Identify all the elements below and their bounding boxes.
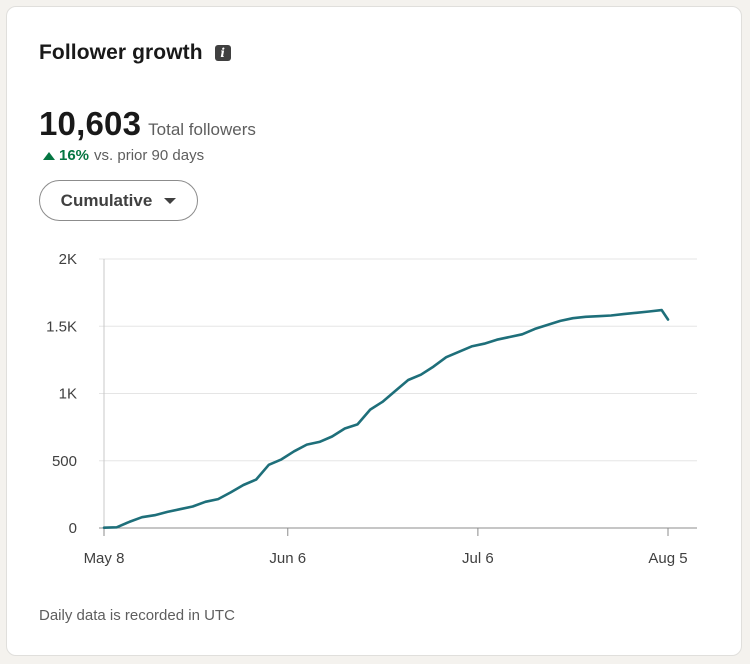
follower-growth-chart: 0 500 1K 1.5K 2K May 8 Jun 6 Jul 6 Aug 5 <box>46 251 697 567</box>
y-axis: 0 500 1K 1.5K 2K <box>46 251 77 537</box>
change-label: vs. prior 90 days <box>94 147 205 164</box>
card-title: Follower growth <box>39 41 203 64</box>
x-axis: May 8 Jun 6 Jul 6 Aug 5 <box>84 528 688 567</box>
change-percent: 16% <box>59 147 90 164</box>
y-tick-label: 0 <box>69 520 77 537</box>
x-tick-label: Aug 5 <box>648 550 687 567</box>
y-tick-label: 1.5K <box>46 318 77 335</box>
dropdown-label: Cumulative <box>60 190 153 210</box>
total-row: 10,603 Total followers <box>39 105 256 143</box>
total-followers-value: 10,603 <box>39 105 142 142</box>
y-tick-label: 2K <box>59 251 77 268</box>
total-followers-label: Total followers <box>148 120 256 139</box>
cumulative-dropdown[interactable]: Cumulative <box>39 180 198 221</box>
change-row: 16% vs. prior 90 days <box>43 147 204 164</box>
series-line <box>102 308 670 529</box>
follower-growth-card: Follower growth i 10,603 Total followers… <box>6 6 742 656</box>
x-tick-label: Jun 6 <box>269 550 306 567</box>
y-tick-label: 500 <box>52 453 77 470</box>
footnote: Daily data is recorded in UTC <box>39 607 235 624</box>
x-tick-label: Jul 6 <box>462 550 494 567</box>
caret-down-icon <box>164 197 177 204</box>
chart-grid <box>99 258 697 529</box>
up-arrow-icon <box>43 151 55 160</box>
x-tick-label: May 8 <box>84 550 125 567</box>
title-row: Follower growth i <box>39 41 231 65</box>
y-tick-label: 1K <box>59 386 77 403</box>
info-icon[interactable]: i <box>214 45 231 61</box>
